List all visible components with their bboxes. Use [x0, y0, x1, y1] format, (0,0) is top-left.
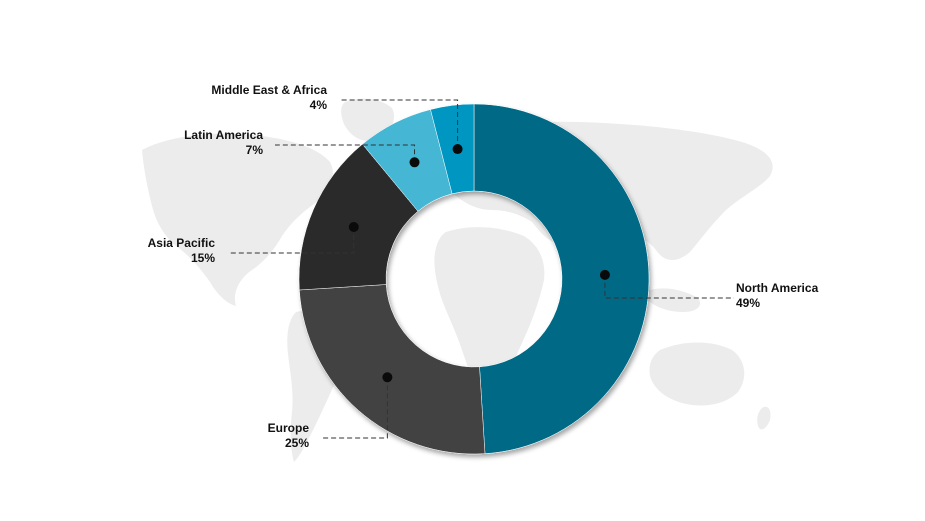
marker-dot-latin-america	[409, 157, 420, 168]
leader-line-middle-east-africa	[339, 99, 459, 150]
slice-europe	[299, 284, 486, 455]
marker-dot-middle-east-africa	[452, 144, 463, 155]
slice-label-asia-pacific: Asia Pacific	[148, 236, 216, 250]
slice-value-latin-america: 7%	[246, 143, 264, 157]
leader-line-asia-pacific	[228, 226, 355, 254]
slice-label-latin-america: Latin America	[184, 128, 263, 142]
slice-value-middle-east-africa: 4%	[310, 98, 328, 112]
slice-north-america	[473, 103, 650, 454]
slice-label-europe: Europe	[268, 421, 310, 435]
marker-dot-europe	[382, 372, 393, 383]
donut-segments	[298, 103, 650, 455]
slice-label-north-america: North America	[736, 281, 819, 295]
slice-middle-east-africa	[430, 103, 475, 195]
marker-dot-asia-pacific	[348, 221, 359, 232]
slice-label-middle-east-africa: Middle East & Africa	[211, 83, 327, 97]
slice-value-north-america: 49%	[736, 296, 760, 310]
slice-value-asia-pacific: 15%	[191, 251, 215, 265]
slice-value-europe: 25%	[285, 436, 309, 450]
leader-line-europe	[322, 377, 388, 439]
marker-dot-north-america	[599, 269, 610, 280]
leader-lines	[228, 99, 734, 439]
leader-line-latin-america	[275, 144, 416, 163]
